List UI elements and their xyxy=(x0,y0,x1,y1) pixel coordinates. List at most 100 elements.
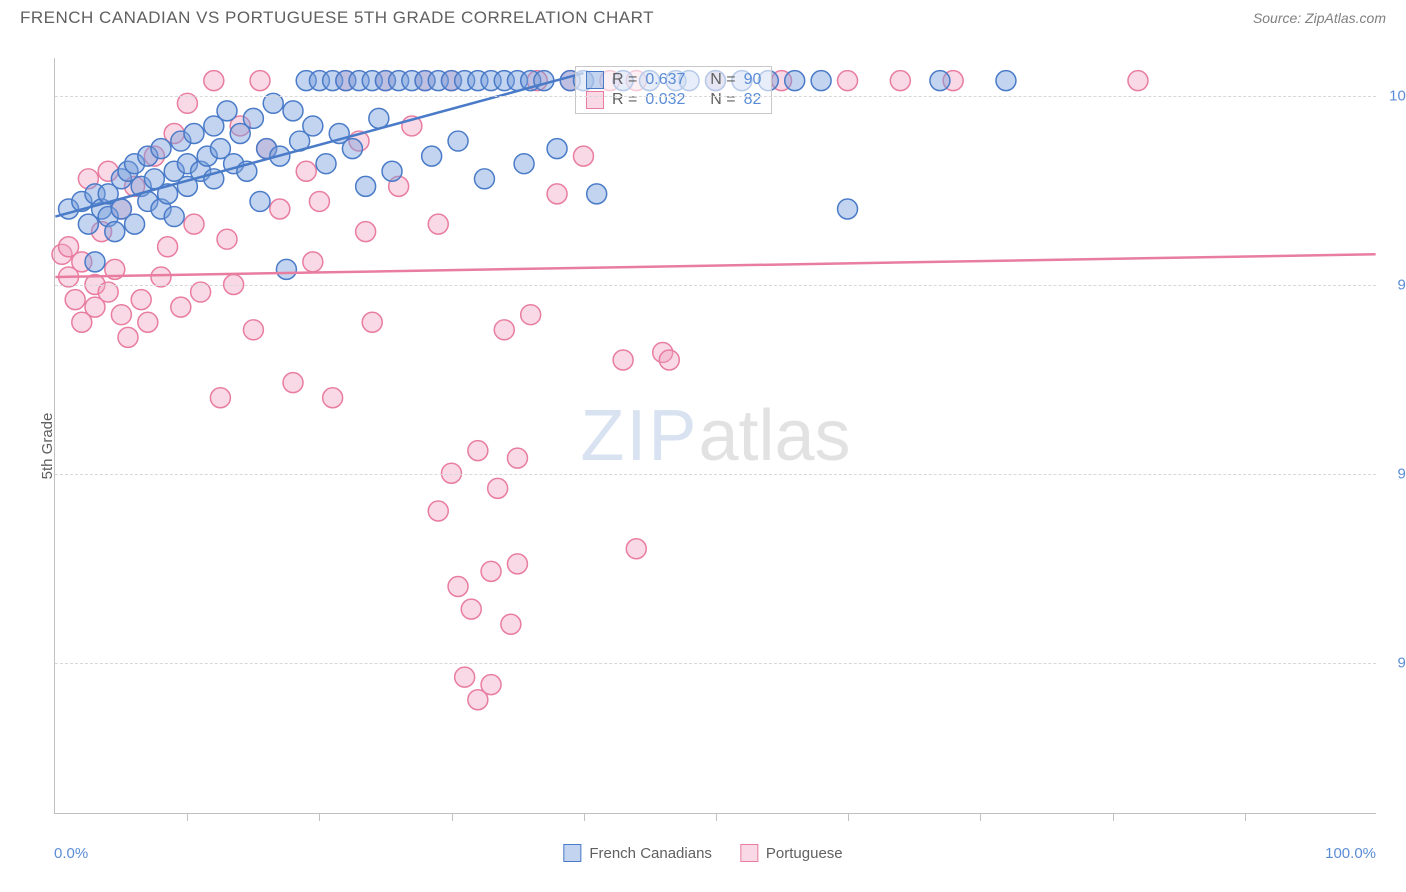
scatter-point xyxy=(481,675,501,695)
scatter-point xyxy=(105,222,125,242)
scatter-point xyxy=(422,146,442,166)
x-tick xyxy=(1245,813,1246,821)
scatter-point xyxy=(303,116,323,136)
scatter-point xyxy=(514,154,534,174)
legend-item: French Canadians xyxy=(563,844,712,862)
x-tick xyxy=(452,813,453,821)
scatter-point xyxy=(613,350,633,370)
info-row: R =0.032 N =82 xyxy=(586,91,761,109)
legend: French Canadians Portuguese xyxy=(563,844,842,862)
legend-item: Portuguese xyxy=(740,844,843,862)
scatter-point xyxy=(158,237,178,257)
n-value: 90 xyxy=(744,71,762,89)
scatter-point xyxy=(276,259,296,279)
scatter-point xyxy=(184,214,204,234)
scatter-point xyxy=(547,184,567,204)
scatter-point xyxy=(111,305,131,325)
gridline xyxy=(55,474,1376,475)
scatter-point xyxy=(507,554,527,574)
scatter-point xyxy=(428,214,448,234)
scatter-point xyxy=(296,161,316,181)
chart-title: FRENCH CANADIAN VS PORTUGUESE 5TH GRADE … xyxy=(20,8,654,28)
scatter-point xyxy=(521,305,541,325)
scatter-point xyxy=(151,139,171,159)
scatter-point xyxy=(573,146,593,166)
n-label: N = xyxy=(710,71,735,89)
scatter-point xyxy=(587,184,607,204)
scatter-point xyxy=(534,71,554,91)
scatter-point xyxy=(501,614,521,634)
scatter-point xyxy=(217,229,237,249)
scatter-svg xyxy=(55,58,1376,813)
y-tick-label: 92.5% xyxy=(1397,654,1406,671)
scatter-point xyxy=(243,320,263,340)
legend-label: Portuguese xyxy=(766,845,843,862)
scatter-point xyxy=(85,252,105,272)
x-tick xyxy=(1113,813,1114,821)
scatter-point xyxy=(626,539,646,559)
scatter-point xyxy=(468,441,488,461)
gridline xyxy=(55,285,1376,286)
scatter-point xyxy=(659,350,679,370)
scatter-point xyxy=(309,191,329,211)
scatter-point xyxy=(125,214,145,234)
scatter-point xyxy=(455,667,475,687)
y-tick-label: 97.5% xyxy=(1397,276,1406,293)
r-value: 0.637 xyxy=(645,71,685,89)
scatter-point xyxy=(481,561,501,581)
scatter-point xyxy=(996,71,1016,91)
scatter-point xyxy=(118,327,138,347)
correlation-info-box: R =0.637 N =90R =0.032 N =82 xyxy=(575,66,772,114)
scatter-point xyxy=(303,252,323,272)
scatter-point xyxy=(488,478,508,498)
blue-legend-square-icon xyxy=(586,71,604,89)
gridline xyxy=(55,96,1376,97)
scatter-point xyxy=(811,71,831,91)
scatter-point xyxy=(342,139,362,159)
scatter-point xyxy=(547,139,567,159)
r-value: 0.032 xyxy=(645,91,685,109)
scatter-point xyxy=(785,71,805,91)
trend-line xyxy=(55,254,1375,277)
scatter-point xyxy=(283,373,303,393)
blue-legend-square-icon xyxy=(563,844,581,862)
scatter-point xyxy=(448,577,468,597)
scatter-point xyxy=(138,312,158,332)
scatter-point xyxy=(1128,71,1148,91)
x-tick xyxy=(584,813,585,821)
y-tick-label: 95.0% xyxy=(1397,465,1406,482)
n-value: 82 xyxy=(744,91,762,109)
scatter-point xyxy=(210,388,230,408)
scatter-point xyxy=(250,71,270,91)
scatter-point xyxy=(448,131,468,151)
scatter-point xyxy=(494,320,514,340)
x-tick xyxy=(848,813,849,821)
scatter-point xyxy=(65,290,85,310)
x-tick xyxy=(319,813,320,821)
r-label: R = xyxy=(612,71,637,89)
scatter-point xyxy=(838,71,858,91)
scatter-point xyxy=(204,71,224,91)
scatter-point xyxy=(250,191,270,211)
scatter-point xyxy=(428,501,448,521)
source-label: Source: ZipAtlas.com xyxy=(1253,10,1386,26)
scatter-point xyxy=(838,199,858,219)
scatter-point xyxy=(507,448,527,468)
scatter-point xyxy=(283,101,303,121)
scatter-point xyxy=(316,154,336,174)
x-axis-max-label: 100.0% xyxy=(1325,845,1376,862)
scatter-point xyxy=(356,176,376,196)
x-axis-min-label: 0.0% xyxy=(54,845,88,862)
scatter-point xyxy=(356,222,376,242)
scatter-point xyxy=(369,108,389,128)
scatter-point xyxy=(243,108,263,128)
x-tick xyxy=(980,813,981,821)
scatter-point xyxy=(270,199,290,219)
chart-plot-area: ZIPatlas R =0.637 N =90R =0.032 N =82 10… xyxy=(54,58,1376,814)
scatter-point xyxy=(362,312,382,332)
scatter-point xyxy=(323,388,343,408)
x-tick xyxy=(187,813,188,821)
r-label: R = xyxy=(612,91,637,109)
scatter-point xyxy=(461,599,481,619)
legend-label: French Canadians xyxy=(589,845,712,862)
